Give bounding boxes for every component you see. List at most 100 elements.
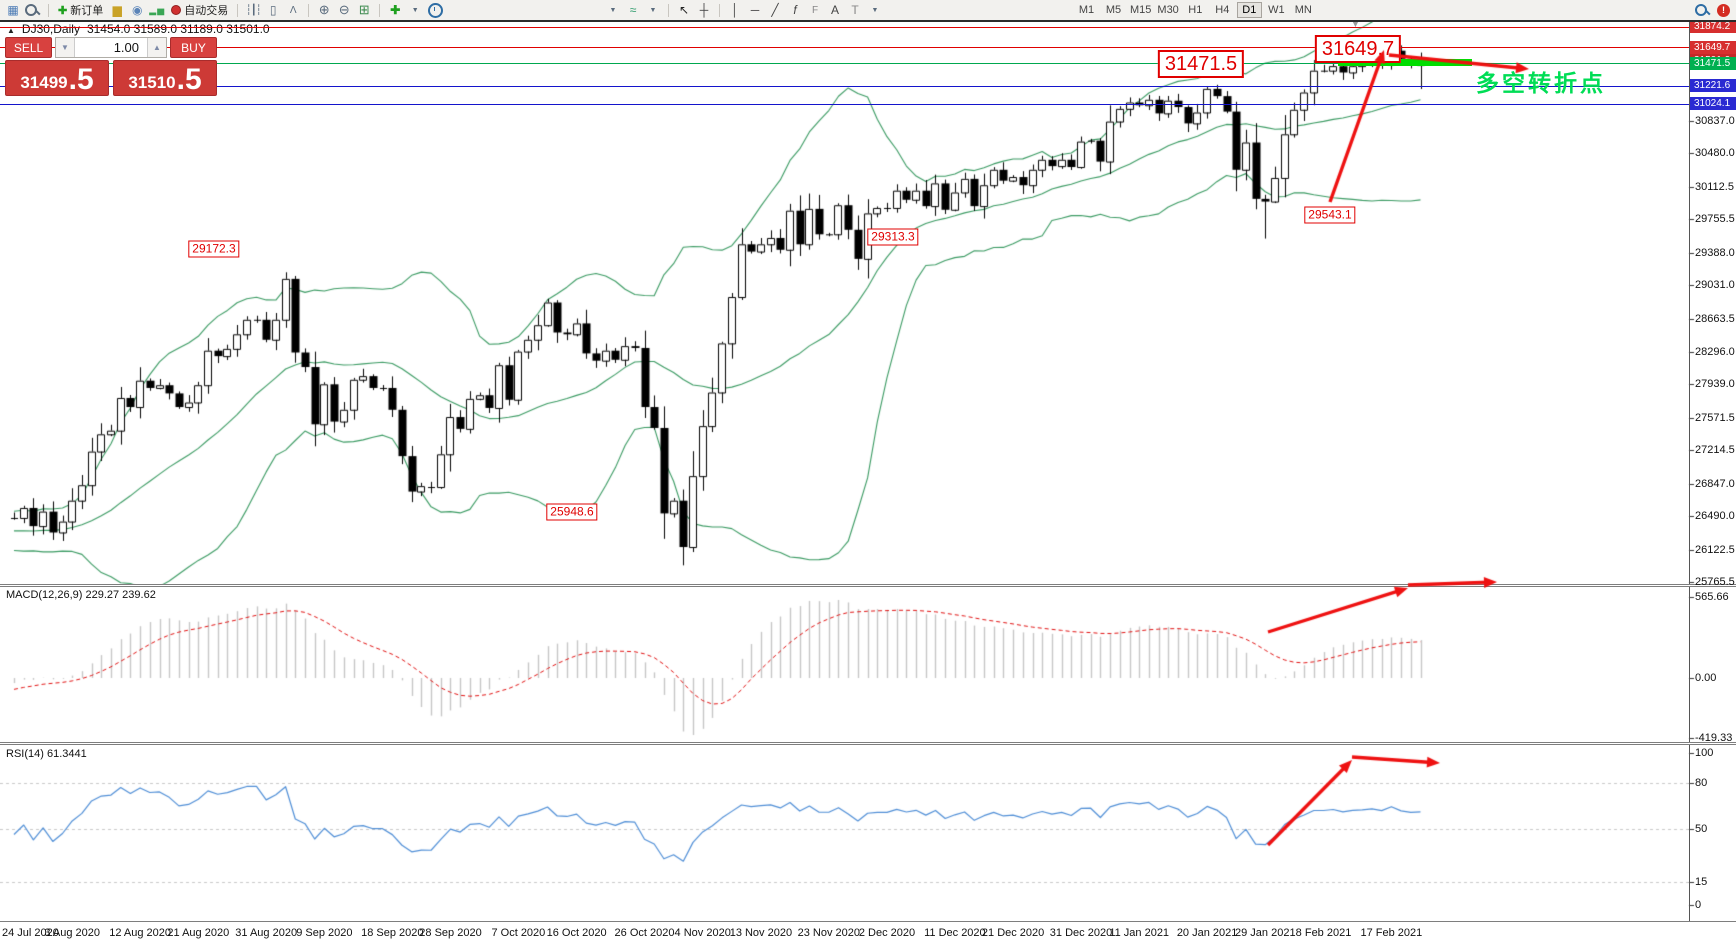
price-annotation-label[interactable]: 29313.3 (867, 228, 919, 246)
new-chart-icon[interactable]: ▦ (7, 3, 19, 17)
buy-price-button[interactable]: 31510 .5 (113, 60, 217, 96)
timeframe-button-w1[interactable]: W1 (1268, 4, 1285, 16)
price-annotation-label[interactable]: 29172.3 (188, 240, 240, 258)
shapes-dropdown-icon[interactable]: ▼ (871, 6, 879, 14)
toolbar-separator (308, 3, 310, 17)
timeframe-button-mn[interactable]: MN (1294, 4, 1312, 16)
horizontal-line-tool-icon[interactable]: ─ (750, 3, 760, 17)
zoom-out-icon[interactable]: ⊖ (338, 2, 350, 17)
timeframe-button-m5[interactable]: M5 (1105, 4, 1122, 16)
price-annotation-label[interactable]: 25948.6 (546, 503, 598, 521)
macd-rsi-separator[interactable] (0, 742, 1736, 745)
volume-stepper: ▼ 1.00 ▲ (55, 37, 167, 58)
new-order-button[interactable]: ✚ 新订单 (55, 2, 106, 18)
add-indicator-icon[interactable]: ✚ (390, 3, 401, 17)
price-level-line[interactable] (0, 104, 1689, 105)
line-chart-icon[interactable]: Λ (289, 4, 297, 16)
timeframe-button-m1[interactable]: M1 (1078, 4, 1095, 16)
timeframe-button-m15[interactable]: M15 (1130, 4, 1152, 16)
channel-tool-icon[interactable]: F (811, 4, 819, 16)
price-level-line[interactable] (0, 86, 1689, 87)
trendline-tool-icon[interactable]: ╱ (771, 3, 779, 17)
price-axis-tick: 30480.0 (1695, 147, 1735, 160)
toolbar-standard-group: ▦ ✚ 新订单 ▆ ◉ ▂▅ 自动交易 ┆┃┆ ▯ Λ ⊕ ⊖ ⊞ ✚ ▼ (4, 1, 444, 19)
price-axis-tick: 29031.0 (1695, 279, 1735, 292)
dropdown-caret-icon[interactable]: ▼ (649, 6, 657, 14)
contacts-icon[interactable]: ◉ (131, 3, 143, 17)
price-axis-border (1689, 20, 1690, 922)
label-tool-icon[interactable]: T (851, 3, 859, 17)
time-axis-label[interactable]: 17 Feb 2021 (1360, 927, 1423, 939)
time-axis-label[interactable]: 8 Feb 2021 (1295, 927, 1352, 939)
time-axis-label[interactable]: 26 Oct 2020 (614, 927, 675, 939)
tile-windows-icon[interactable]: ⊞ (358, 2, 370, 17)
price-axis-tick: 25765.5 (1695, 576, 1735, 588)
time-axis-label[interactable]: 21 Dec 2020 (981, 927, 1045, 939)
timeframe-button-h1[interactable]: H1 (1188, 4, 1203, 16)
time-axis-label[interactable]: 3 Aug 2020 (44, 927, 101, 939)
time-axis-label[interactable]: 29 Jan 2021 (1235, 927, 1296, 939)
sell-price-button[interactable]: 31499 .5 (5, 60, 109, 96)
volume-value[interactable]: 1.00 (113, 40, 139, 55)
time-axis-label[interactable]: 31 Dec 2020 (1049, 927, 1113, 939)
history-center-icon[interactable]: ▆ (112, 3, 122, 17)
time-axis-label[interactable]: 28 Sep 2020 (419, 927, 482, 939)
market-watch-icon[interactable] (24, 2, 42, 18)
buy-price-main: 31510 (128, 73, 176, 92)
price-annotation-label[interactable]: 31471.5 (1157, 50, 1245, 78)
sell-button[interactable]: SELL (5, 37, 52, 58)
main-macd-separator[interactable] (0, 584, 1736, 587)
chart-template-icon[interactable]: ≈ (629, 3, 637, 17)
time-axis-label[interactable]: 12 Aug 2020 (109, 927, 171, 939)
time-axis-label[interactable]: 21 Aug 2020 (167, 927, 230, 939)
crosshair-icon[interactable]: ┼ (699, 3, 709, 17)
price-level-line[interactable] (0, 27, 1689, 28)
macd-axis-tick: -419.33 (1695, 732, 1733, 744)
signal-icon[interactable]: ▂▅ (149, 4, 166, 15)
dropdown-caret-icon[interactable]: ▼ (609, 6, 617, 14)
time-axis-label[interactable]: 4 Nov 2020 (674, 927, 731, 939)
time-axis-label[interactable]: 2 Dec 2020 (858, 927, 916, 939)
time-axis-label[interactable]: 7 Oct 2020 (491, 927, 546, 939)
magnifier-handle (35, 10, 41, 16)
time-axis-label[interactable]: 11 Dec 2020 (924, 927, 986, 939)
candlestick-chart-icon[interactable]: ▯ (269, 3, 277, 17)
macd-axis-tick: 0.00 (1695, 672, 1717, 684)
time-axis-label[interactable]: 31 Aug 2020 (235, 927, 298, 939)
fibonacci-tool-icon[interactable]: f (793, 3, 797, 17)
autotrade-button[interactable]: 自动交易 (168, 2, 231, 18)
time-axis-label[interactable]: 9 Sep 2020 (296, 927, 353, 939)
community-notification-icon[interactable]: ! (1717, 3, 1730, 17)
clock-face (427, 2, 443, 18)
price-annotation-label[interactable]: 31649.7 (1314, 35, 1402, 63)
zoom-in-icon[interactable]: ⊕ (318, 2, 330, 17)
cursor-icon[interactable]: ↖ (678, 3, 690, 17)
price-annotation-label[interactable]: 29543.1 (1304, 206, 1356, 224)
toolbar-separator (668, 3, 669, 17)
time-axis-label[interactable]: 13 Nov 2020 (729, 927, 793, 939)
time-axis-label[interactable]: 23 Nov 2020 (797, 927, 860, 939)
timeframe-button-m30[interactable]: M30 (1157, 4, 1179, 16)
price-axis-tick: 29755.5 (1695, 213, 1735, 226)
clock-icon[interactable] (426, 2, 444, 18)
vertical-line-tool-icon[interactable]: │ (731, 3, 739, 17)
volume-decrease-button[interactable]: ▼ (56, 38, 75, 57)
timeframe-button-h4[interactable]: H4 (1215, 4, 1230, 16)
price-level-line[interactable] (0, 47, 1689, 48)
time-axis-label[interactable]: 20 Jan 2021 (1176, 927, 1238, 939)
volume-increase-button[interactable]: ▲ (147, 38, 166, 57)
buy-button[interactable]: BUY (170, 37, 217, 58)
buy-price-pip: .5 (176, 62, 202, 96)
bar-chart-icon[interactable]: ┆┃┆ (245, 4, 262, 16)
time-axis-label[interactable]: 11 Jan 2021 (1109, 927, 1170, 939)
text-tool-icon[interactable]: A (830, 3, 839, 17)
search-icon[interactable] (1694, 2, 1712, 18)
time-axis-label[interactable]: 18 Sep 2020 (361, 927, 424, 939)
dropdown-caret-icon[interactable]: ▼ (411, 6, 419, 14)
timeframe-button-d1[interactable]: D1 (1236, 2, 1262, 18)
toolbar-separator (379, 3, 381, 17)
time-axis-label[interactable]: 16 Oct 2020 (546, 927, 607, 939)
toolbar-separator (237, 3, 239, 17)
